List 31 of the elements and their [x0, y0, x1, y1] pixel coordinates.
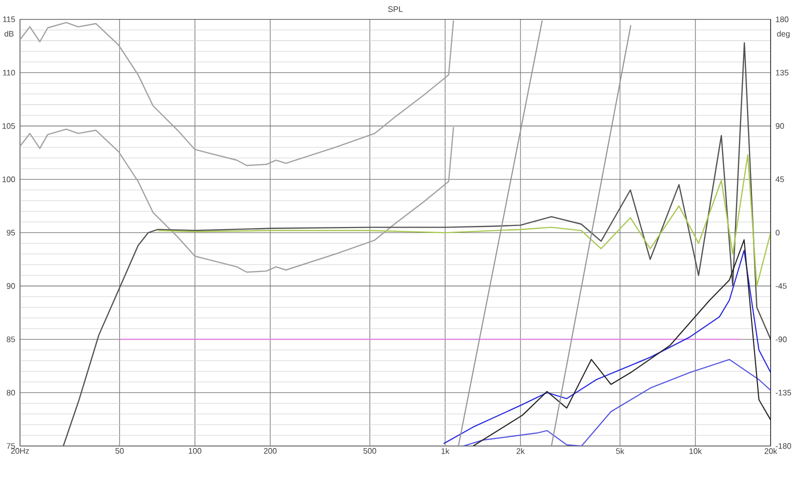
y-tick-label: 85 — [6, 336, 15, 342]
y2-tick-label: 90 — [776, 123, 784, 129]
y2-tick-label: -45 — [776, 283, 787, 289]
x-tick-label: 20Hz — [11, 448, 29, 454]
x-tick-label: 1k — [442, 448, 450, 454]
x-tick-label: 5k — [616, 448, 624, 454]
chart-title: SPL — [388, 6, 403, 12]
y2-tick-label: 180 — [776, 16, 788, 22]
y-tick-label: 75 — [6, 443, 15, 449]
y-tick-label: 115 — [3, 16, 15, 22]
y2-tick-label: -180 — [776, 443, 792, 449]
y2-tick-label: -90 — [776, 336, 787, 342]
x-tick-label: 500 — [363, 448, 376, 454]
y2-tick-label: 45 — [776, 176, 784, 182]
y-tick-label: 80 — [6, 390, 15, 396]
y-tick-label: 105 — [2, 123, 15, 129]
x-tick-label: 10k — [690, 448, 702, 454]
x-tick-label: 50 — [115, 448, 124, 454]
x-tick-label: 2k — [516, 448, 525, 454]
y-tick-label: 110 — [3, 70, 15, 76]
y-tick-label: 95 — [6, 230, 15, 236]
x-tick-label: 20k — [764, 448, 778, 454]
x-tick-label: 200 — [264, 448, 277, 454]
y2-tick-label: 135 — [776, 70, 788, 76]
y-axis-title: dB — [4, 30, 14, 37]
y2-axis-title: deg — [777, 30, 790, 38]
x-tick-label: 100 — [188, 448, 202, 454]
y-tick-label: 100 — [2, 176, 15, 182]
y2-tick-label: -135 — [776, 390, 792, 396]
y-tick-label: 90 — [6, 283, 15, 289]
y2-tick-label: 0 — [776, 230, 780, 236]
